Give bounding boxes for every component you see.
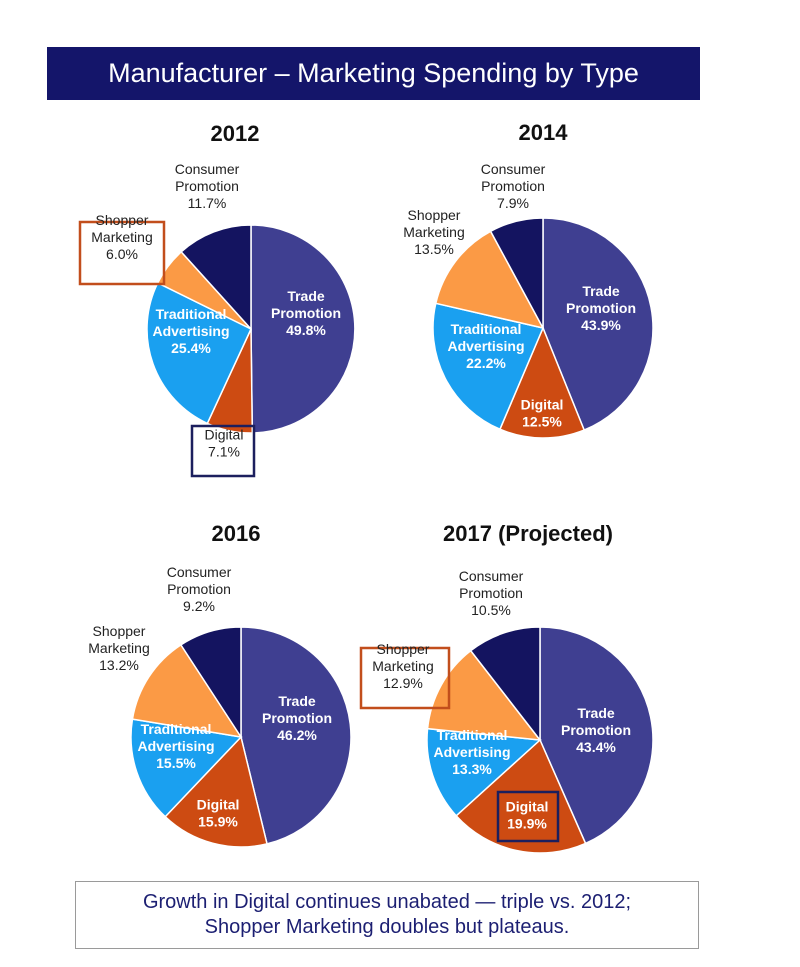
data-label-shopper-marketing: 6.0% bbox=[106, 246, 138, 262]
slice-label-trade-promotion: Trade bbox=[582, 283, 620, 299]
pie-chart-1: 2014TradePromotion43.9%Digital12.5%Tradi… bbox=[403, 120, 654, 439]
data-label-digital: 7.1% bbox=[208, 444, 240, 460]
pie-slice-consumer-promotion bbox=[489, 217, 544, 329]
pie-slice-trade-promotion bbox=[542, 217, 654, 431]
pie-slice-traditional-advertising bbox=[432, 302, 545, 431]
summary-line-2: Shopper Marketing doubles but plateaus. bbox=[204, 916, 570, 938]
data-label-digital: 15.9% bbox=[198, 814, 238, 830]
pie-slice-shopper-marketing bbox=[131, 643, 243, 739]
slice-label-traditional-advertising: Advertising bbox=[433, 744, 510, 760]
slice-label-traditional-advertising: Traditional bbox=[437, 727, 508, 743]
slice-label-traditional-advertising: Advertising bbox=[447, 338, 524, 354]
data-label-shopper-marketing: 12.9% bbox=[383, 675, 423, 691]
data-label-consumer-promotion: 11.7% bbox=[188, 195, 227, 211]
slice-label-trade-promotion: Trade bbox=[577, 705, 615, 721]
pie-slice-traditional-advertising bbox=[426, 727, 542, 817]
pie-slice-trade-promotion bbox=[250, 224, 356, 434]
data-label-shopper-marketing: 13.5% bbox=[414, 241, 454, 257]
slice-label-shopper-marketing: Marketing bbox=[403, 224, 464, 240]
data-label-consumer-promotion: 10.5% bbox=[471, 602, 511, 618]
slice-label-trade-promotion: Promotion bbox=[561, 722, 631, 738]
data-label-consumer-promotion: 9.2% bbox=[183, 598, 215, 614]
pie-slice-consumer-promotion bbox=[180, 224, 252, 331]
pie-slice-shopper-marketing bbox=[426, 649, 542, 741]
chart-title: 2016 bbox=[212, 521, 261, 546]
pie-slice-consumer-promotion bbox=[179, 626, 242, 740]
highlight-box-shopper-marketing bbox=[359, 646, 451, 710]
chart-title: 2017 (Projected) bbox=[443, 521, 613, 546]
slice-label-trade-promotion: Promotion bbox=[262, 710, 332, 726]
slice-label-consumer-promotion: Consumer bbox=[481, 161, 546, 177]
slice-label-consumer-promotion: Consumer bbox=[175, 161, 240, 177]
pie-chart-2: 2016TradePromotion46.2%Digital15.9%Tradi… bbox=[88, 521, 352, 848]
chart-title: 2012 bbox=[211, 121, 260, 146]
slice-label-digital: Digital bbox=[197, 797, 240, 813]
pie-chart-3: 2017 (Projected)TradePromotion43.4%Digit… bbox=[359, 521, 654, 854]
slice-label-digital: Digital bbox=[521, 397, 564, 413]
data-label-consumer-promotion: 7.9% bbox=[497, 195, 529, 211]
data-label-trade-promotion: 43.9% bbox=[581, 317, 621, 333]
data-label-trade-promotion: 49.8% bbox=[286, 322, 326, 338]
pie-slice-consumer-promotion bbox=[469, 626, 541, 743]
slice-label-shopper-marketing: Shopper bbox=[408, 207, 461, 223]
slice-label-shopper-marketing: Shopper bbox=[96, 212, 149, 228]
slice-label-consumer-promotion: Consumer bbox=[167, 564, 232, 580]
data-label-traditional-advertising: 15.5% bbox=[156, 755, 196, 771]
pie-slice-trade-promotion bbox=[240, 626, 352, 845]
data-label-trade-promotion: 46.2% bbox=[277, 727, 317, 743]
slice-label-digital: Digital bbox=[205, 427, 244, 443]
slice-label-traditional-advertising: Traditional bbox=[451, 321, 522, 337]
slice-label-shopper-marketing: Marketing bbox=[372, 658, 433, 674]
slice-label-traditional-advertising: Traditional bbox=[156, 306, 227, 322]
slice-label-consumer-promotion: Promotion bbox=[167, 581, 231, 597]
highlight-box-digital bbox=[190, 424, 256, 478]
pie-slice-trade-promotion bbox=[539, 626, 654, 845]
slice-label-digital: Digital bbox=[506, 799, 549, 815]
pie-slice-shopper-marketing bbox=[434, 230, 545, 330]
data-label-traditional-advertising: 25.4% bbox=[171, 340, 211, 356]
pie-slice-traditional-advertising bbox=[146, 281, 252, 425]
chart-header-banner: Manufacturer – Marketing Spending by Typ… bbox=[47, 47, 700, 100]
highlight-box-digital bbox=[496, 790, 560, 843]
pie-slice-traditional-advertising bbox=[130, 718, 243, 818]
slice-label-trade-promotion: Trade bbox=[287, 288, 325, 304]
data-label-traditional-advertising: 22.2% bbox=[466, 355, 506, 371]
slice-label-traditional-advertising: Advertising bbox=[152, 323, 229, 339]
chart-title: 2014 bbox=[519, 120, 569, 145]
slice-label-trade-promotion: Trade bbox=[278, 693, 316, 709]
summary-callout: Growth in Digital continues unabated — t… bbox=[75, 881, 699, 949]
slice-label-consumer-promotion: Consumer bbox=[459, 568, 524, 584]
pie-slice-digital bbox=[164, 735, 268, 848]
slice-label-shopper-marketing: Marketing bbox=[88, 640, 149, 656]
slice-label-traditional-advertising: Traditional bbox=[141, 721, 212, 737]
data-label-digital: 12.5% bbox=[522, 414, 562, 430]
slice-label-trade-promotion: Promotion bbox=[271, 305, 341, 321]
pie-chart-0: 2012TradePromotion49.8%Digital7.1%Tradit… bbox=[78, 121, 356, 478]
slice-label-consumer-promotion: Promotion bbox=[175, 178, 239, 194]
data-label-digital: 19.9% bbox=[507, 816, 547, 832]
data-label-trade-promotion: 43.4% bbox=[576, 739, 616, 755]
slice-label-shopper-marketing: Shopper bbox=[93, 623, 146, 639]
pie-slice-digital bbox=[498, 326, 586, 439]
slice-label-shopper-marketing: Shopper bbox=[377, 641, 430, 657]
slice-label-trade-promotion: Promotion bbox=[566, 300, 636, 316]
slice-label-shopper-marketing: Marketing bbox=[91, 229, 152, 245]
pie-slice-digital bbox=[455, 738, 587, 854]
data-label-shopper-marketing: 13.2% bbox=[99, 657, 139, 673]
data-label-traditional-advertising: 13.3% bbox=[452, 761, 492, 777]
slice-label-consumer-promotion: Promotion bbox=[481, 178, 545, 194]
summary-line-1: Growth in Digital continues unabated — t… bbox=[142, 891, 632, 913]
slice-label-traditional-advertising: Advertising bbox=[137, 738, 214, 754]
page-title: Manufacturer – Marketing Spending by Typ… bbox=[108, 58, 639, 88]
slice-label-consumer-promotion: Promotion bbox=[459, 585, 523, 601]
highlight-box-shopper-marketing bbox=[78, 220, 166, 286]
